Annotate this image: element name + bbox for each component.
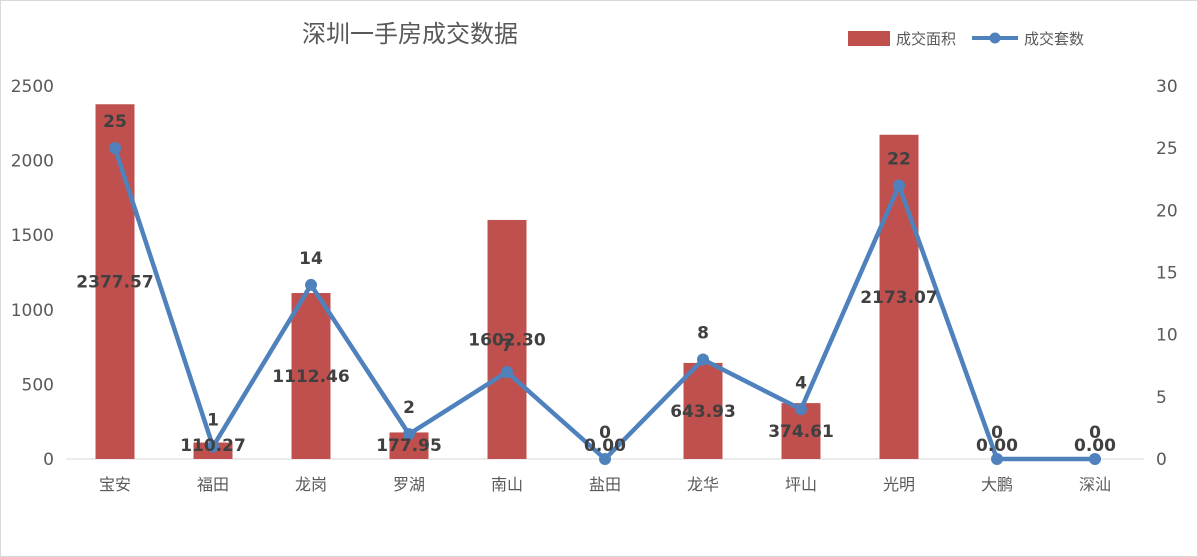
x-tick-label: 深汕: [1079, 475, 1111, 494]
bar: [487, 219, 527, 459]
bar-data-label: 1112.46: [272, 367, 349, 387]
legend-marker-sets: [989, 32, 1001, 44]
line-data-label: 0: [599, 423, 611, 443]
x-tick-label: 宝安: [99, 475, 131, 494]
line-data-label: 0: [991, 423, 1003, 443]
bar-data-label: 1602.30: [468, 330, 546, 350]
x-tick-label: 盐田: [589, 475, 621, 494]
line-point: [795, 403, 807, 416]
bar-data-label: 2377.57: [76, 273, 153, 293]
bar: [291, 293, 331, 459]
line-point: [207, 440, 219, 453]
chart-title: 深圳一手房成交数据: [302, 20, 518, 48]
y-right-tick-label: 0: [1156, 450, 1167, 470]
y-right-tick-label: 5: [1156, 388, 1167, 408]
line-point: [991, 453, 1003, 465]
y-right-tick-label: 25: [1156, 139, 1178, 159]
legend-swatch-area: [848, 31, 890, 46]
bar-data-label: 2173.07: [860, 288, 937, 308]
y-left-tick-label: 2500: [11, 77, 54, 97]
bar-data-label: 0.00: [976, 436, 1018, 456]
line-point: [893, 179, 905, 192]
line-point: [501, 365, 513, 378]
bar-data-label: 643.93: [670, 402, 736, 422]
line-data-label: 0: [1089, 423, 1101, 443]
line-data-label: 7: [501, 336, 513, 356]
y-left-tick-label: 0: [43, 450, 54, 470]
line-data-label: 14: [299, 249, 323, 269]
line-data-label: 25: [103, 112, 127, 132]
bar-data-label: 110.27: [180, 436, 246, 456]
y-left-tick-label: 2000: [11, 152, 54, 172]
bar: [95, 104, 135, 460]
bar-data-label: 0.00: [1074, 436, 1116, 456]
line-data-label: 2: [403, 398, 415, 418]
x-tick-label: 龙岗: [295, 475, 327, 494]
legend-label-sets: 成交套数: [1024, 30, 1084, 48]
line-point: [1089, 453, 1101, 465]
x-tick-label: 福田: [197, 475, 229, 494]
x-tick-label: 坪山: [785, 475, 817, 494]
legend: 成交面积 成交套数: [848, 30, 1084, 48]
bar-data-label: 0.00: [584, 436, 626, 456]
x-tick-label: 罗湖: [393, 475, 425, 494]
line-data-label: 4: [795, 373, 807, 393]
series-line: [112, 147, 1095, 462]
y-left-tick-label: 1500: [11, 226, 54, 246]
bar: [683, 362, 723, 459]
line-point: [403, 428, 415, 441]
line-series: [109, 142, 1101, 465]
bar-data-label: 177.95: [376, 436, 442, 456]
line-data-label: 1: [207, 411, 219, 431]
line-point: [599, 453, 611, 465]
x-tick-label: 南山: [491, 475, 523, 494]
data-labels: 2377.57 110.27 1112.46 177.95 1602.30 0.00 643…: [76, 112, 1116, 456]
x-tick-label: 光明: [883, 475, 915, 494]
line-data-label: 8: [697, 324, 709, 344]
line-point: [697, 353, 709, 366]
x-tick-label: 大鹏: [981, 475, 1013, 494]
x-tick-label: 龙华: [687, 475, 719, 494]
y-right-tick-label: 30: [1156, 77, 1178, 97]
line-point: [109, 142, 121, 155]
line-point: [305, 278, 317, 291]
line-data-label: 22: [887, 149, 911, 169]
y-right-tick-label: 10: [1156, 326, 1178, 346]
y-left-tick-label: 1000: [11, 301, 54, 321]
y-left-tick-label: 500: [22, 375, 54, 395]
y-right-tick-label: 20: [1156, 201, 1178, 221]
legend-label-area: 成交面积: [896, 30, 956, 48]
y-right-tick-label: 15: [1156, 264, 1178, 284]
bar-data-label: 374.61: [768, 422, 834, 442]
